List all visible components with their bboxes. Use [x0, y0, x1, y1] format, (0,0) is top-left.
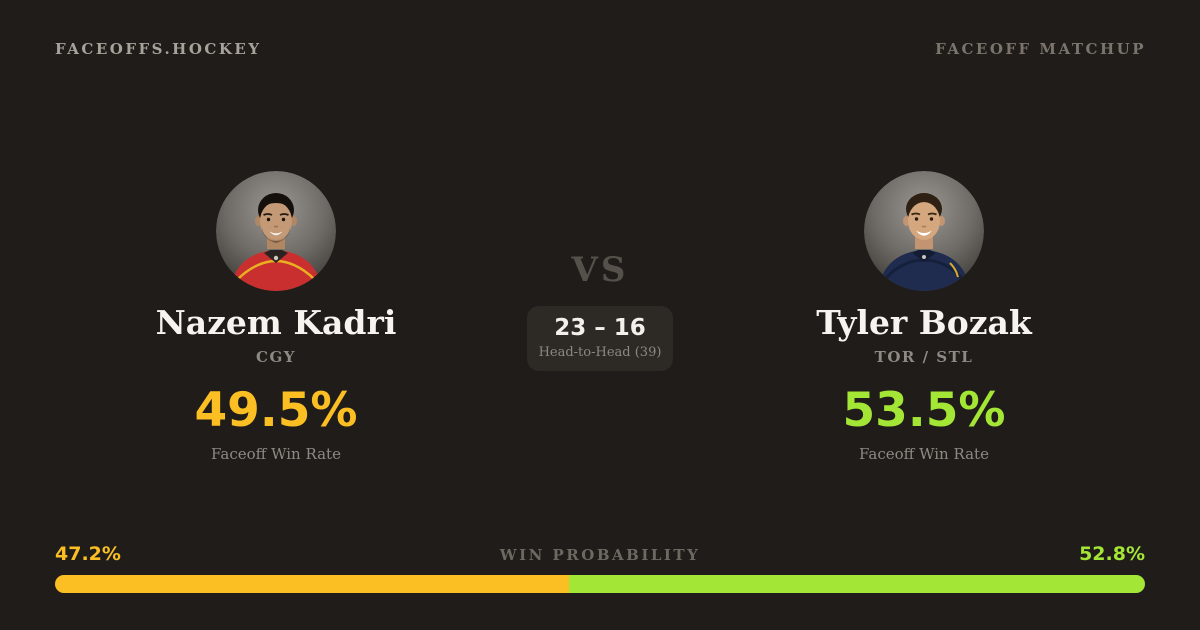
- player-card-right: Tyler Bozak TOR / STL 53.5% Faceoff Win …: [648, 171, 1200, 463]
- win-probability-bar-left-segment: [55, 575, 570, 593]
- win-probability-bar: [55, 575, 1145, 593]
- faceoff-win-rate-value: 53.5%: [842, 383, 1006, 439]
- player-avatar-left: [216, 171, 336, 291]
- head-to-head-box: 23 – 16 Head-to-Head (39): [527, 306, 673, 372]
- player-card-left: Nazem Kadri CGY 49.5% Faceoff Win Rate: [0, 171, 552, 463]
- player-photo-kadri: [216, 171, 336, 291]
- brand-logo: FACEOFFS.HOCKEY: [55, 40, 262, 58]
- head-to-head-caption: Head-to-Head (39): [538, 345, 662, 361]
- player-team: TOR / STL: [874, 348, 974, 367]
- player-avatar-right: [864, 171, 984, 291]
- faceoff-win-rate-label: Faceoff Win Rate: [211, 444, 341, 463]
- vs-label: VS: [571, 250, 629, 290]
- player-photo-bozak: [864, 171, 984, 291]
- matchup-center: VS 23 – 16 Head-to-Head (39): [460, 250, 740, 372]
- head-to-head-score: 23 – 16: [554, 315, 646, 341]
- win-probability-labels: 47.2% WIN PROBABILITY 52.8%: [55, 543, 1145, 565]
- win-probability-section: 47.2% WIN PROBABILITY 52.8%: [55, 543, 1145, 593]
- win-probability-right-value: 52.8%: [1079, 543, 1145, 565]
- card-type-label: FACEOFF MATCHUP: [935, 40, 1146, 58]
- win-probability-left-value: 47.2%: [55, 543, 121, 565]
- player-name: Tyler Bozak: [816, 303, 1032, 342]
- win-probability-title: WIN PROBABILITY: [499, 546, 701, 564]
- player-team: CGY: [256, 348, 296, 367]
- win-probability-bar-right-segment: [569, 575, 1145, 593]
- player-name: Nazem Kadri: [155, 303, 397, 342]
- faceoff-win-rate-value: 49.5%: [194, 383, 358, 439]
- header: FACEOFFS.HOCKEY FACEOFF MATCHUP: [55, 40, 1146, 58]
- faceoff-win-rate-label: Faceoff Win Rate: [859, 444, 989, 463]
